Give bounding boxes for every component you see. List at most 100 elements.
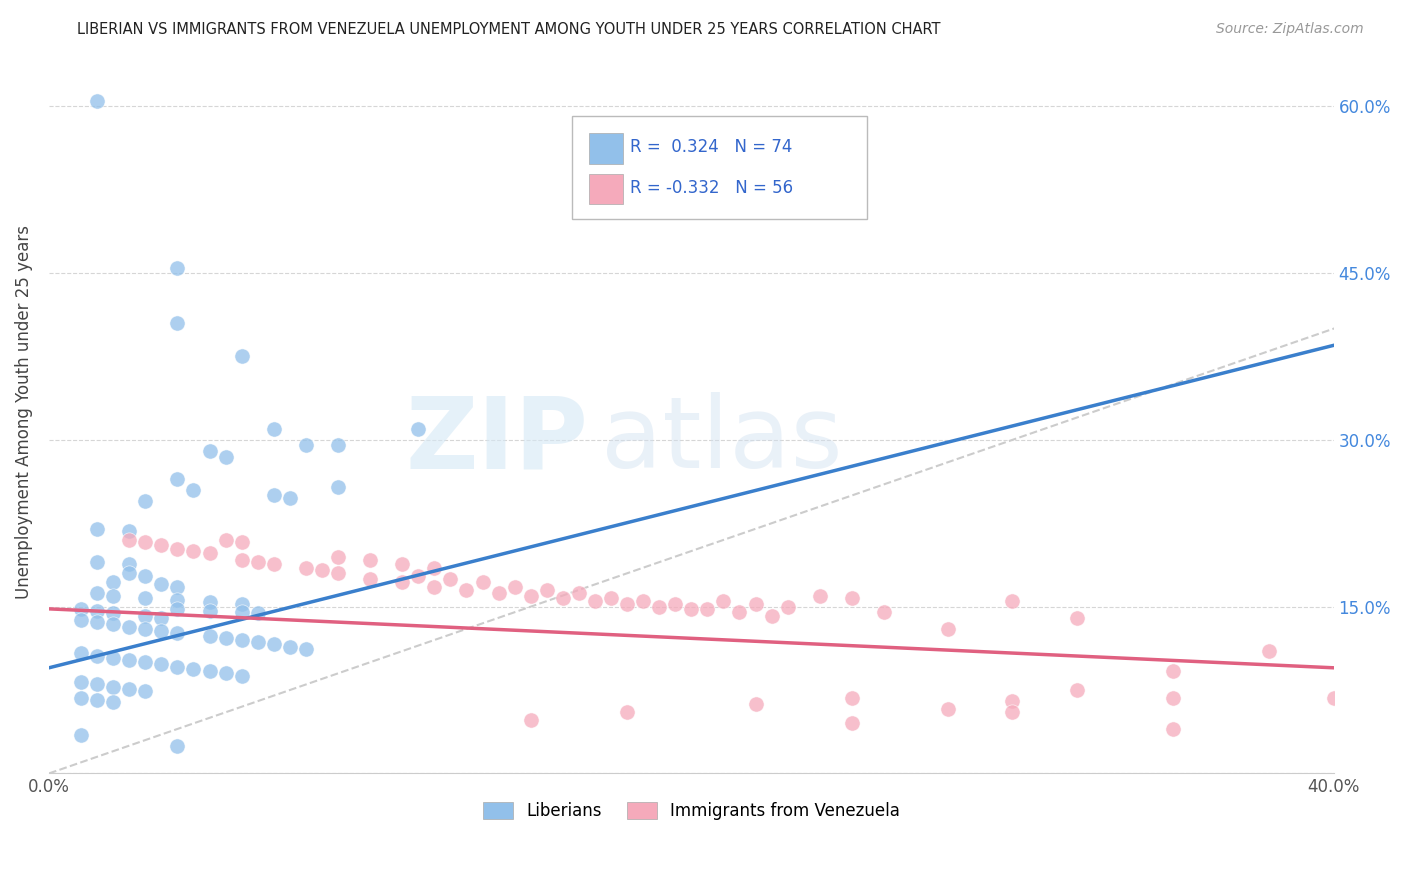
Point — [134, 608, 156, 623]
Point — [1386, 672, 1406, 686]
Point — [311, 563, 333, 577]
Point — [873, 605, 896, 619]
Point — [134, 655, 156, 669]
Point — [166, 472, 188, 486]
Text: R = -0.332   N = 56: R = -0.332 N = 56 — [630, 179, 793, 197]
Point — [86, 604, 108, 618]
Point — [118, 533, 141, 547]
Point — [231, 605, 253, 619]
Point — [134, 568, 156, 582]
Point — [166, 593, 188, 607]
Point — [488, 586, 510, 600]
Text: ZIP: ZIP — [406, 392, 589, 490]
Point — [231, 632, 253, 647]
Point — [278, 491, 301, 505]
Point — [166, 541, 188, 556]
Point — [600, 591, 623, 605]
Point — [551, 591, 574, 605]
Point — [841, 690, 863, 705]
Point — [166, 260, 188, 275]
Point — [246, 607, 269, 621]
Point — [728, 605, 751, 619]
Point — [713, 594, 735, 608]
Point — [150, 577, 173, 591]
Point — [198, 595, 221, 609]
Point — [744, 698, 766, 712]
Point — [118, 566, 141, 581]
Point — [1323, 690, 1346, 705]
Point — [166, 626, 188, 640]
Point — [423, 560, 446, 574]
Point — [519, 589, 541, 603]
Point — [86, 648, 108, 663]
Point — [134, 622, 156, 636]
Point — [86, 555, 108, 569]
Point — [648, 599, 671, 614]
Point — [936, 702, 959, 716]
Point — [408, 568, 430, 582]
Text: atlas: atlas — [602, 392, 844, 490]
Point — [103, 575, 125, 590]
Point — [808, 589, 831, 603]
Point — [86, 693, 108, 707]
Point — [166, 659, 188, 673]
Point — [246, 635, 269, 649]
Point — [936, 622, 959, 636]
Y-axis label: Unemployment Among Youth under 25 years: Unemployment Among Youth under 25 years — [15, 225, 32, 599]
Point — [231, 598, 253, 612]
Point — [86, 677, 108, 691]
Text: Source: ZipAtlas.com: Source: ZipAtlas.com — [1216, 22, 1364, 37]
Point — [134, 535, 156, 549]
Point — [326, 479, 349, 493]
Point — [103, 617, 125, 632]
Point — [326, 438, 349, 452]
Point — [214, 450, 236, 464]
Point — [295, 438, 318, 452]
Point — [198, 444, 221, 458]
Point — [423, 580, 446, 594]
Legend: Liberians, Immigrants from Venezuela: Liberians, Immigrants from Venezuela — [477, 795, 907, 827]
Point — [408, 422, 430, 436]
Point — [214, 533, 236, 547]
Point — [118, 620, 141, 634]
Point — [118, 681, 141, 696]
Point — [86, 522, 108, 536]
Point — [263, 488, 285, 502]
Point — [681, 602, 703, 616]
Point — [231, 535, 253, 549]
Point — [134, 494, 156, 508]
Point — [263, 558, 285, 572]
Point — [183, 483, 205, 497]
Point — [1161, 690, 1184, 705]
Point — [776, 599, 799, 614]
Point — [86, 615, 108, 630]
Point — [391, 558, 413, 572]
Point — [359, 572, 381, 586]
Point — [439, 572, 461, 586]
Point — [166, 580, 188, 594]
Point — [841, 591, 863, 605]
Point — [103, 589, 125, 603]
Point — [1001, 694, 1024, 708]
Point — [263, 637, 285, 651]
Point — [1258, 644, 1281, 658]
Point — [1066, 611, 1088, 625]
Point — [664, 598, 686, 612]
Point — [519, 713, 541, 727]
Point — [70, 675, 93, 690]
Point — [70, 602, 93, 616]
Point — [166, 602, 188, 616]
Point — [198, 629, 221, 643]
Point — [246, 555, 269, 569]
Point — [1161, 664, 1184, 678]
Point — [359, 553, 381, 567]
Point — [198, 604, 221, 618]
Point — [326, 549, 349, 564]
Point — [198, 546, 221, 560]
Point — [103, 607, 125, 621]
Point — [134, 684, 156, 698]
Point — [198, 664, 221, 678]
Point — [150, 539, 173, 553]
Point — [70, 727, 93, 741]
Point — [841, 716, 863, 731]
